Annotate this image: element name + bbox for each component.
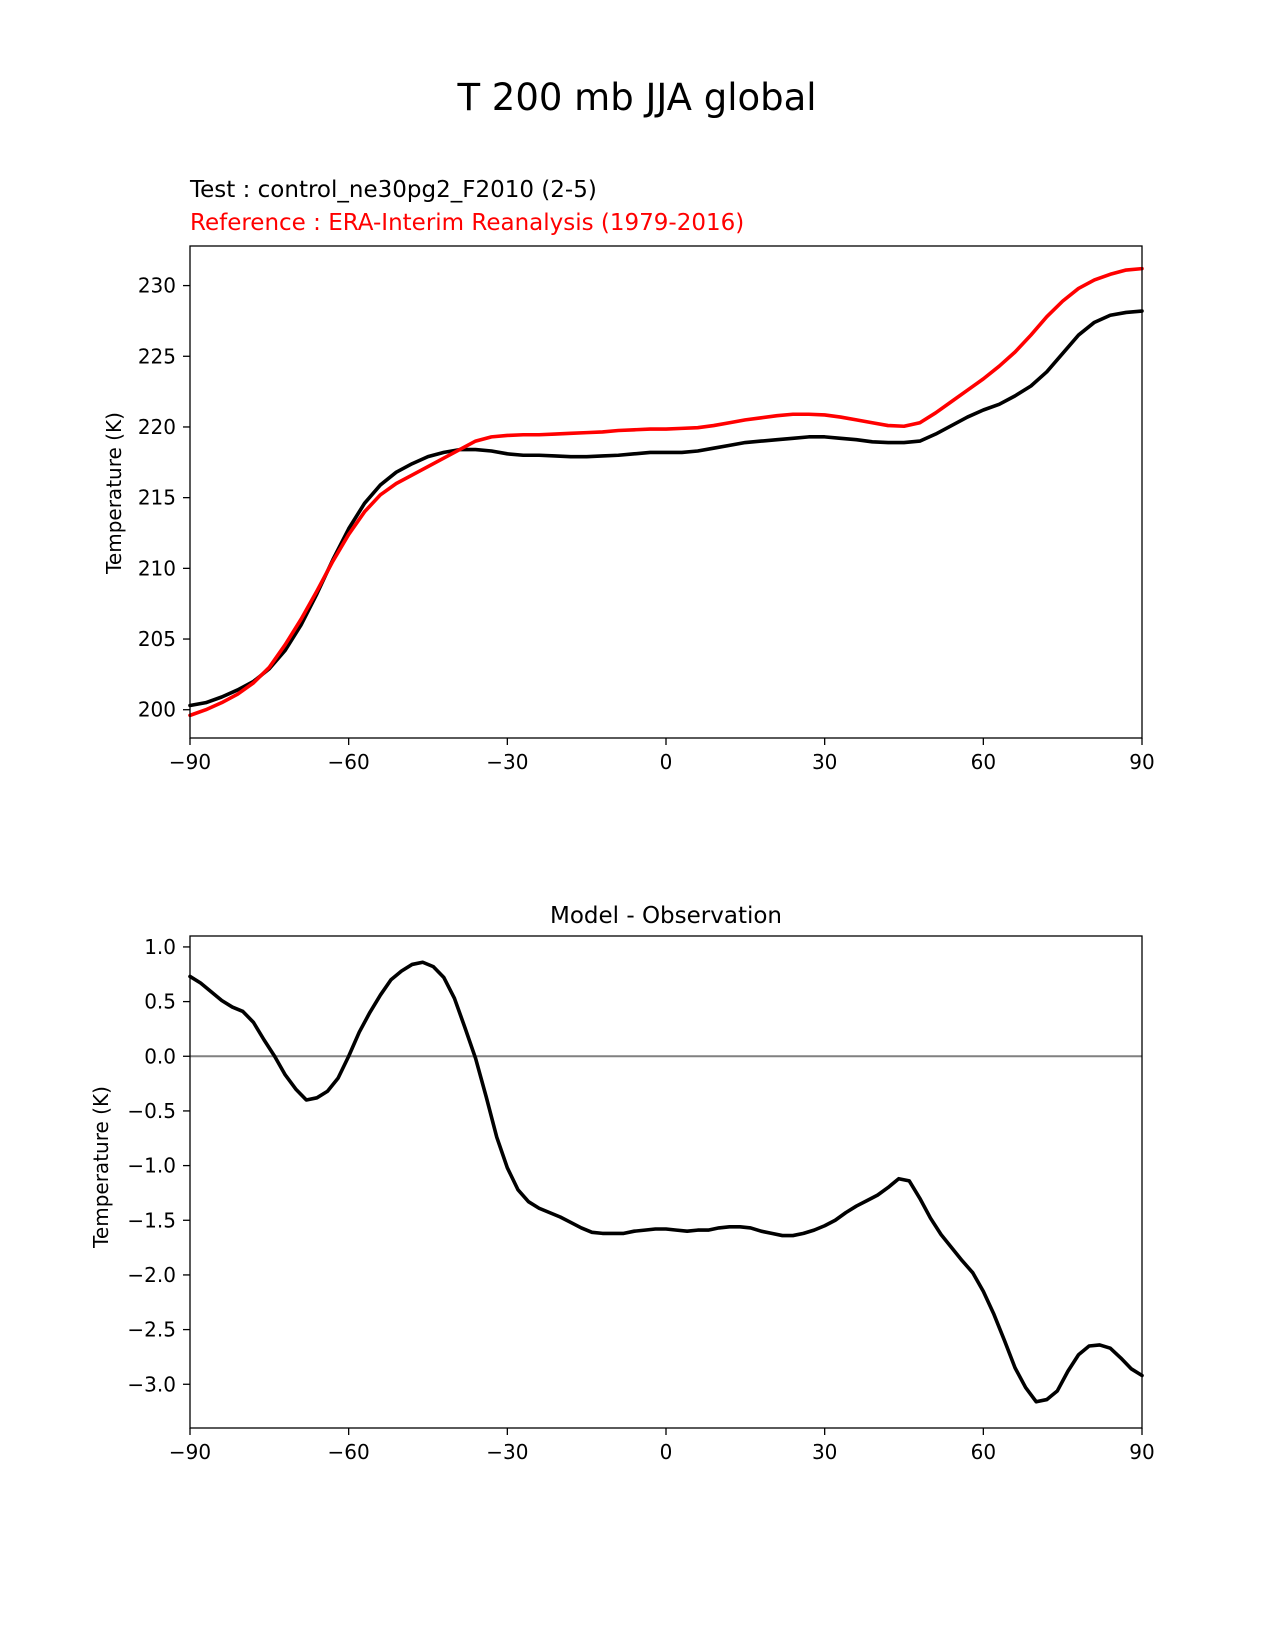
- bottom-plot-frame: [189, 935, 1143, 1429]
- top-x-tick-label: 0: [660, 750, 673, 774]
- top-y-tick-label: 220: [138, 415, 176, 439]
- top-plot-frame: [189, 245, 1143, 739]
- bottom-y-tick-label: −3.0: [127, 1372, 176, 1396]
- top-series-line-reference: [188, 266, 1144, 718]
- top-x-tick-label: −60: [328, 750, 370, 774]
- bottom-x-tick-label: 60: [971, 1440, 996, 1464]
- top-y-tick-label: 200: [138, 698, 176, 722]
- top-y-axis-label: Temperature (K): [102, 412, 126, 575]
- reference-label: Reference : ERA-Interim Reanalysis (1979…: [190, 210, 744, 236]
- bottom-y-tick-label: −0.5: [127, 1099, 176, 1123]
- bottom-x-tick-label: −90: [169, 1440, 211, 1464]
- bottom-y-tick-label: 0.0: [144, 1044, 176, 1068]
- bottom-series-line-model-observation: [188, 960, 1144, 1404]
- bottom-y-axis-label: Temperature (K): [89, 1086, 113, 1249]
- top-x-tick-label: −90: [169, 750, 211, 774]
- figure-title: T 200 mb JJA global: [456, 76, 816, 119]
- top-x-tick-label: 30: [812, 750, 837, 774]
- top-y-tick-label: 225: [138, 344, 176, 368]
- top-x-tick-label: 90: [1129, 750, 1154, 774]
- top-x-tick-label: 60: [971, 750, 996, 774]
- top-y-tick-label: 205: [138, 627, 176, 651]
- top-y-tick-label: 215: [138, 486, 176, 510]
- top-series-line-test: [188, 309, 1144, 708]
- bottom-y-tick-label: −2.0: [127, 1263, 176, 1287]
- bottom-x-tick-label: 30: [812, 1440, 837, 1464]
- bottom-x-tick-label: −30: [486, 1440, 528, 1464]
- test-label: Test : control_ne30pg2_F2010 (2-5): [189, 177, 597, 203]
- bottom-y-tick-label: −1.5: [127, 1208, 176, 1232]
- bottom-x-tick-label: −60: [328, 1440, 370, 1464]
- top-y-tick-label: 210: [138, 556, 176, 580]
- bottom-y-tick-label: 0.5: [144, 990, 176, 1014]
- bottom-panel: Model - Observation Temperature (K) −90 −…: [89, 903, 1155, 1464]
- bottom-y-tick-label: −2.5: [127, 1318, 176, 1342]
- bottom-x-tick-label: 0: [660, 1440, 673, 1464]
- top-panel: Test : control_ne30pg2_F2010 (2-5) Refer…: [102, 177, 1155, 774]
- bottom-x-tick-label: 90: [1129, 1440, 1154, 1464]
- top-x-tick-label: −30: [486, 750, 528, 774]
- bottom-panel-title: Model - Observation: [550, 903, 782, 929]
- top-y-tick-label: 230: [138, 274, 176, 298]
- bottom-y-tick-label: −1.0: [127, 1154, 176, 1178]
- bottom-y-tick-label: 1.0: [144, 935, 176, 959]
